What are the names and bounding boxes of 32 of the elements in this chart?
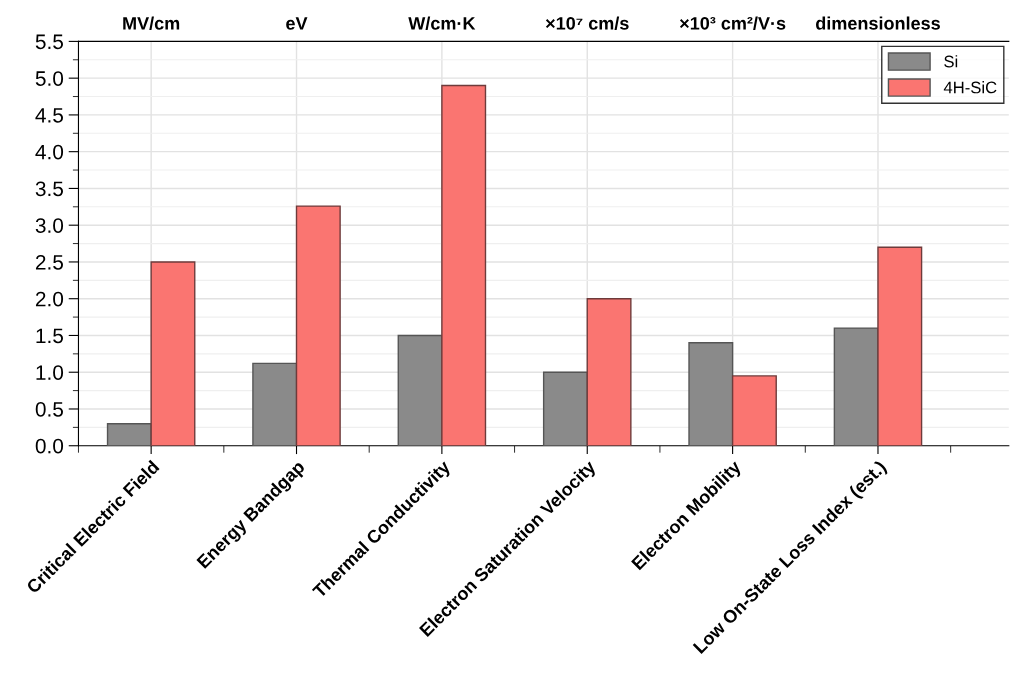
bar	[833, 327, 879, 446]
bar	[106, 422, 152, 446]
y-tick-label: 4.0	[35, 144, 64, 160]
bar	[586, 298, 632, 446]
bar	[731, 375, 777, 446]
text: ×10⁷ cm/s	[545, 16, 629, 30]
bar	[150, 261, 196, 446]
y-tick-label: 2.5	[35, 254, 64, 270]
y-tick-label: 2.0	[35, 291, 64, 307]
text: dimensionless	[816, 16, 940, 30]
bar	[252, 362, 298, 446]
bar	[397, 334, 443, 446]
y-tick-label: 3.5	[35, 181, 64, 197]
bar	[542, 371, 588, 446]
y-tick-label: 4.5	[35, 108, 64, 123]
bar	[877, 246, 923, 446]
y-tick-label: 0.0	[35, 438, 64, 454]
y-tick-label: 5.0	[35, 71, 64, 86]
bar	[295, 205, 341, 446]
legend-label: Si	[944, 55, 958, 68]
y-tick-label: 1.0	[36, 365, 64, 380]
text: eV	[286, 17, 308, 30]
bar	[441, 84, 487, 446]
y-tick-label: 3.0	[35, 218, 64, 233]
text: ×10³ cm²/V·s	[679, 16, 786, 30]
text: W/cm·K	[408, 16, 476, 30]
bar	[688, 342, 734, 446]
y-tick-label: 5.5	[35, 34, 64, 50]
text: MV/cm	[123, 16, 180, 30]
legend-label: 4H-SiC	[943, 81, 997, 94]
y-tick-label: 0.5	[35, 401, 64, 417]
y-tick-label: 1.5	[36, 328, 64, 344]
